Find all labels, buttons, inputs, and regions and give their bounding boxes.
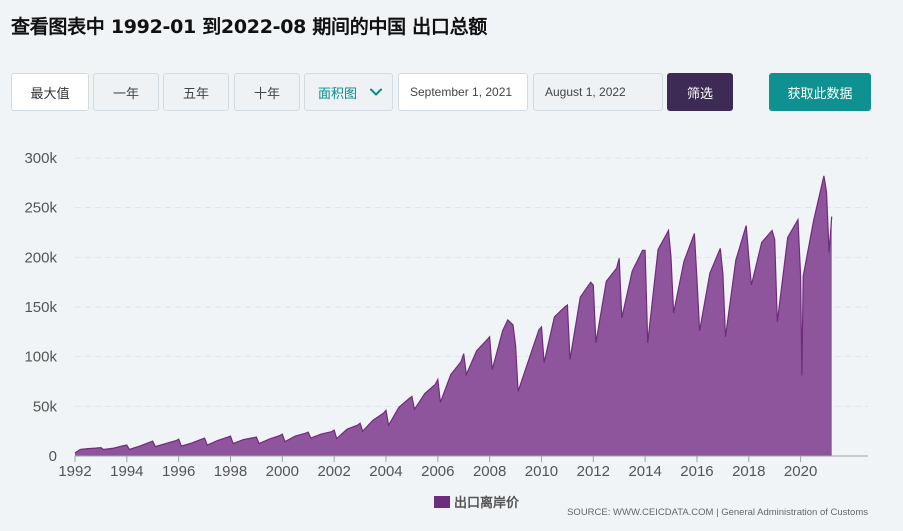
x-tick-label: 2020 (784, 463, 817, 480)
end-date-input[interactable] (533, 73, 663, 111)
x-tick-label: 2002 (317, 463, 350, 480)
chart-type-select[interactable]: 面积图 (304, 73, 393, 111)
chart-legend[interactable]: 出口离岸价 (434, 495, 520, 511)
chart-plot-area (74, 175, 833, 456)
y-axis: 0 50k 100k 150k 200k 250k 300k (24, 150, 57, 465)
x-tick-label: 2010 (525, 463, 558, 480)
x-tick-label: 2008 (473, 463, 506, 480)
page-title: 查看图表中 1992-01 到2022-08 期间的中国 出口总额 (11, 16, 487, 38)
chevron-down-icon (370, 88, 382, 96)
chart-type-value: 面积图 (318, 86, 358, 102)
x-tick-label: 2016 (680, 463, 713, 480)
range-10y-button[interactable]: 十年 (234, 73, 300, 111)
x-tick-label: 2004 (369, 463, 402, 480)
y-tick-label: 100k (24, 349, 57, 366)
y-tick-label: 150k (24, 299, 57, 316)
x-tick-label: 1998 (214, 463, 247, 480)
legend-swatch (434, 496, 450, 508)
y-tick-label: 200k (24, 249, 57, 266)
y-tick-label: 0 (49, 448, 57, 465)
x-tick-label: 2000 (266, 463, 299, 480)
series-area (75, 175, 832, 456)
y-tick-label: 50k (33, 398, 58, 415)
filter-button[interactable]: 筛选 (667, 73, 733, 111)
series-line (74, 175, 833, 454)
x-tick-label: 2014 (628, 463, 661, 480)
chart-toolbar: 最大值 一年 五年 十年 面积图 筛选 获取此数据 (0, 0, 903, 130)
range-max-button[interactable]: 最大值 (11, 73, 89, 111)
x-tick-label: 1992 (58, 463, 91, 480)
x-tick-label: 2006 (421, 463, 454, 480)
get-data-button[interactable]: 获取此数据 (769, 73, 871, 111)
x-tick-label: 1996 (162, 463, 195, 480)
range-1y-button[interactable]: 一年 (93, 73, 159, 111)
x-axis: 1992 1994 1996 1998 2000 2002 2004 2006 2008 2010… (58, 455, 868, 480)
y-tick-label: 300k (24, 150, 57, 167)
range-5y-button[interactable]: 五年 (163, 73, 229, 111)
y-tick-label: 250k (24, 200, 57, 217)
start-date-input[interactable] (398, 73, 528, 111)
x-tick-label: 2012 (577, 463, 610, 480)
legend-label: 出口离岸价 (454, 495, 520, 511)
source-credit: SOURCE: WWW.CEICDATA.COM | General Admin… (567, 507, 868, 518)
x-tick-label: 2018 (732, 463, 765, 480)
x-tick-label: 1994 (110, 463, 143, 480)
